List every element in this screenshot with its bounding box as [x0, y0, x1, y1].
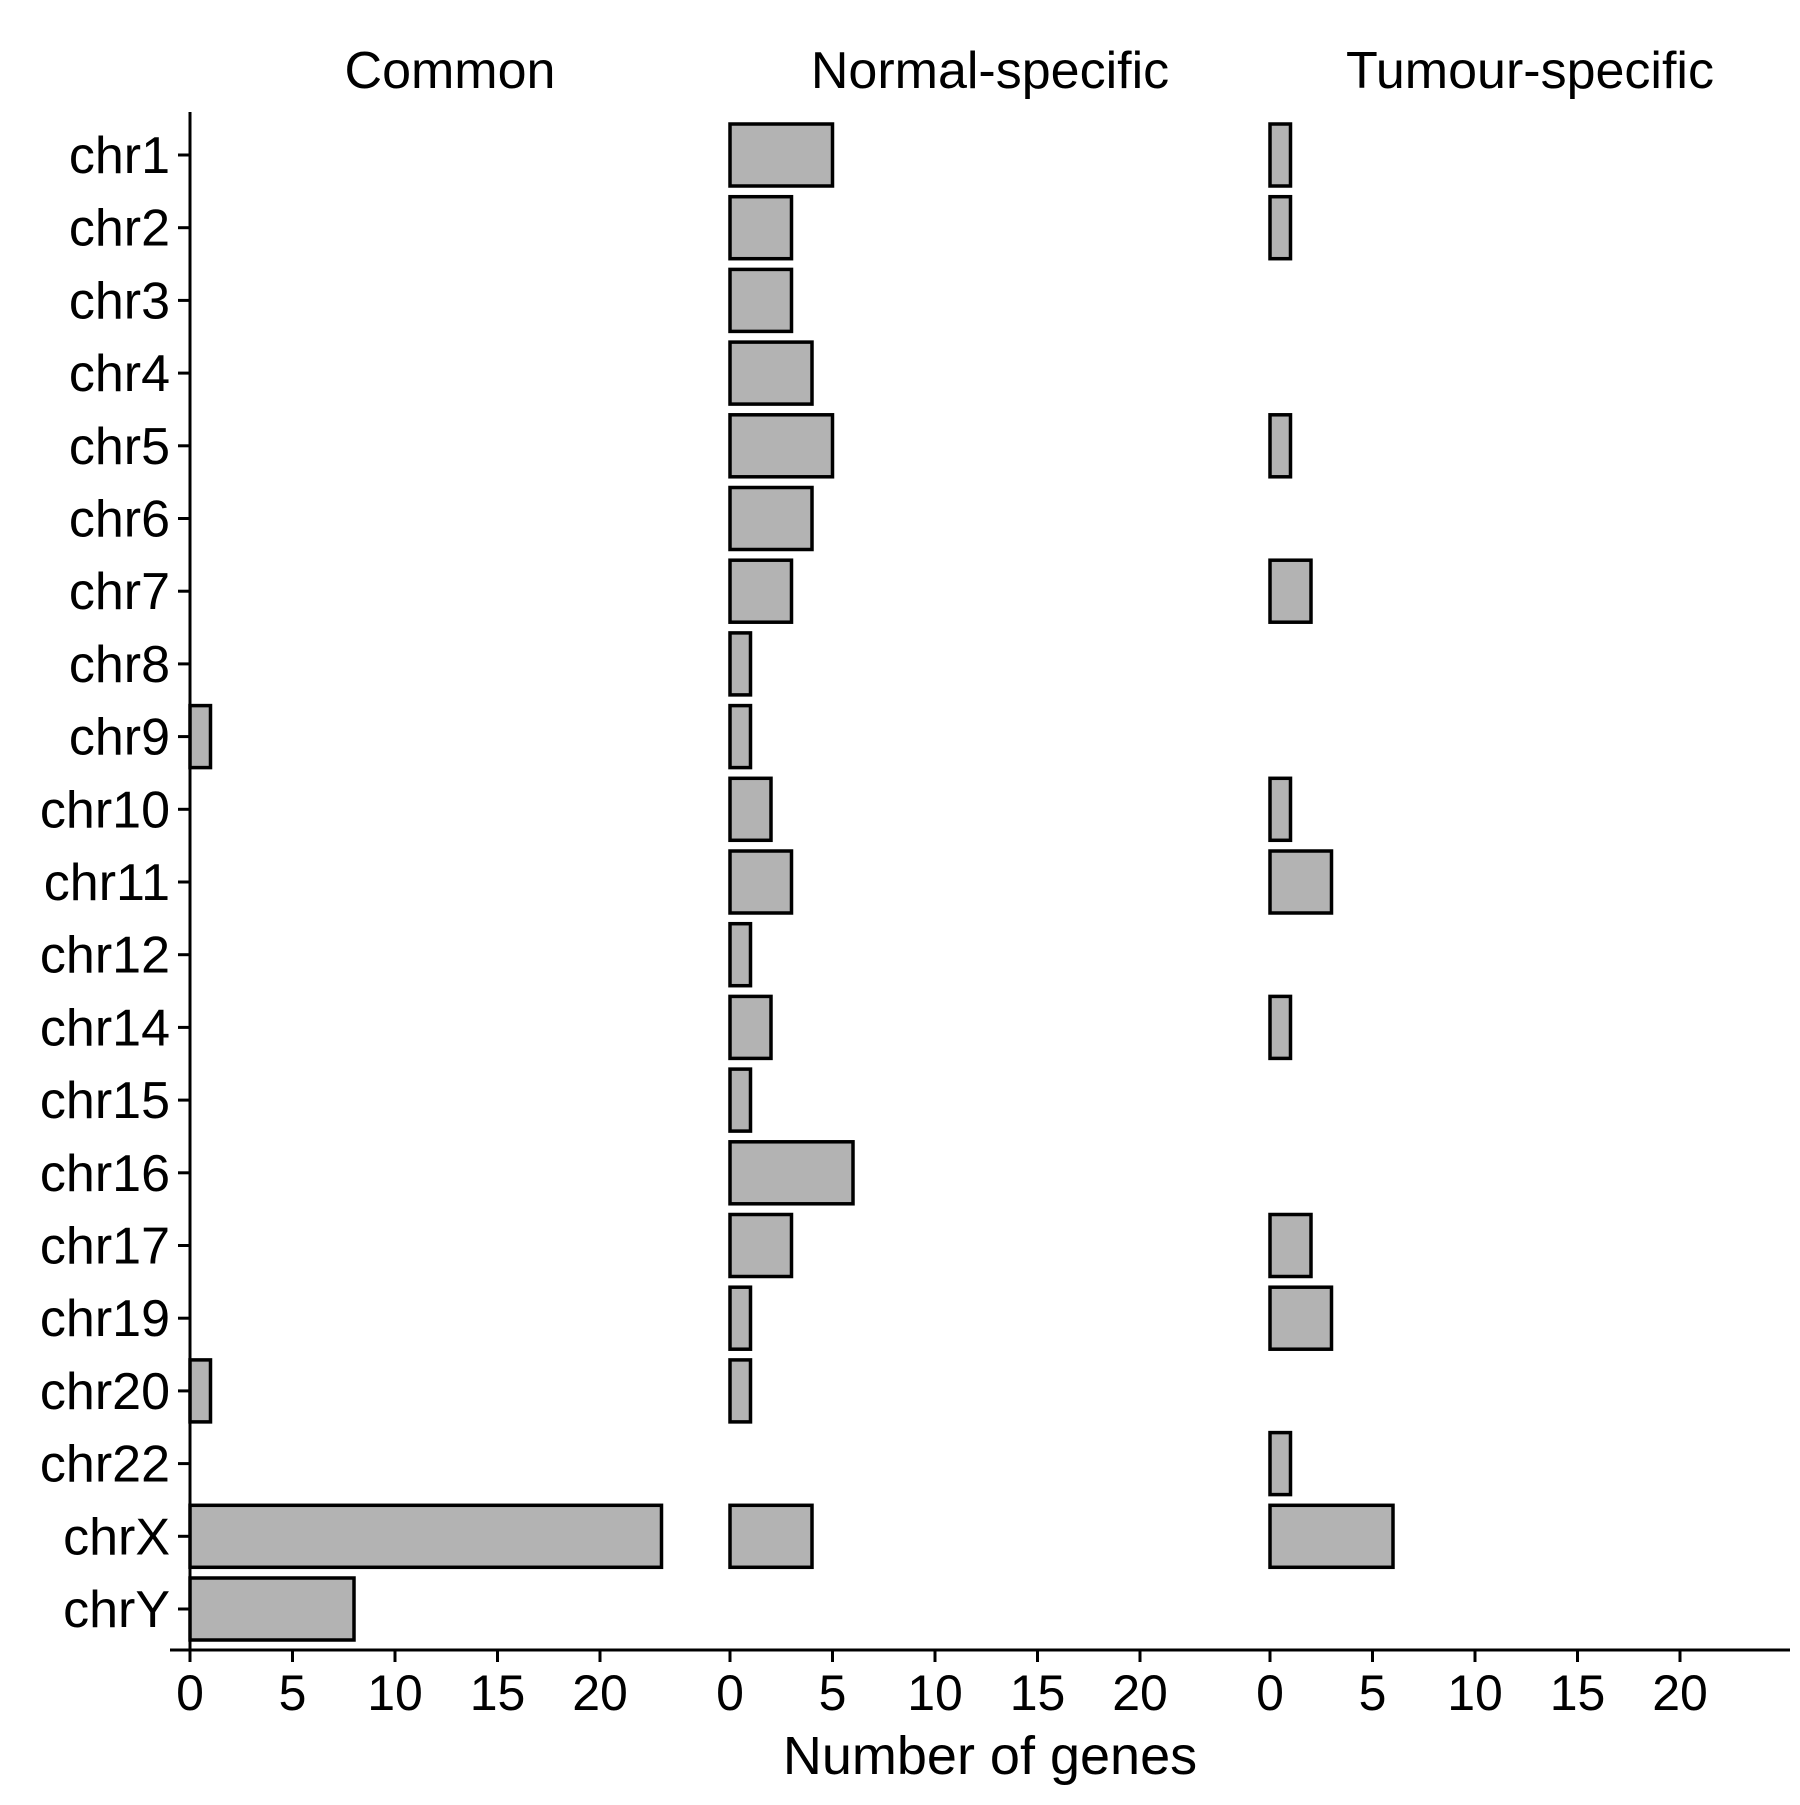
category-label: chr14 — [40, 999, 170, 1057]
bar — [728, 1140, 855, 1206]
category-label: chr5 — [69, 418, 170, 476]
bar — [728, 558, 794, 624]
bar — [1268, 1285, 1334, 1351]
bar — [188, 703, 213, 770]
category-label: chr12 — [40, 927, 170, 985]
x-tick-label: 5 — [279, 1665, 307, 1721]
category-label: chr11 — [44, 854, 170, 912]
category-label: chr6 — [69, 491, 170, 549]
category-label: chr8 — [69, 636, 170, 694]
bar — [1268, 1503, 1395, 1570]
category-label: chr16 — [40, 1145, 170, 1203]
bar — [1268, 994, 1293, 1061]
bar — [728, 703, 753, 770]
x-tick-label: 5 — [1359, 1665, 1387, 1721]
bar — [728, 1285, 753, 1351]
bar — [1268, 849, 1334, 915]
bar — [1268, 1430, 1293, 1497]
x-tick-label: 0 — [1256, 1665, 1284, 1721]
bar — [728, 485, 814, 552]
category-label: chr1 — [69, 127, 170, 185]
bar — [728, 994, 773, 1061]
category-label: chr17 — [40, 1218, 170, 1276]
x-tick-label: 10 — [1447, 1665, 1503, 1721]
bar — [188, 1503, 664, 1570]
x-axis-title: Number of genes — [783, 1726, 1197, 1786]
bar — [728, 849, 794, 915]
category-label: chr15 — [40, 1072, 170, 1130]
category-label: chrY — [63, 1581, 170, 1639]
bar — [728, 413, 835, 479]
x-tick-label: 20 — [1652, 1665, 1708, 1721]
x-tick-label: 10 — [907, 1665, 963, 1721]
category-label: chr20 — [40, 1363, 170, 1421]
facet-panel: 0 5 10 15 20 — [1250, 122, 1790, 1721]
category-label: chr3 — [69, 272, 170, 330]
x-tick-label: 15 — [470, 1665, 526, 1721]
bar — [728, 1067, 753, 1133]
bar — [1268, 122, 1293, 188]
bar — [1268, 776, 1293, 843]
category-label: chr9 — [69, 709, 170, 767]
bar — [728, 267, 794, 334]
category-label: chr22 — [40, 1436, 170, 1494]
bar — [728, 1358, 753, 1424]
x-tick-label: 5 — [819, 1665, 847, 1721]
category-label: chr4 — [69, 345, 170, 403]
x-tick-label: 0 — [716, 1665, 744, 1721]
category-label: chr19 — [40, 1290, 170, 1348]
facet-panel: 0 5 10 15 20 — [170, 703, 710, 1721]
bar — [1268, 558, 1313, 624]
x-tick-label: 20 — [1112, 1665, 1168, 1721]
bar — [728, 122, 835, 188]
bar — [728, 1503, 814, 1570]
bar — [1268, 413, 1293, 479]
category-label: chr2 — [69, 200, 170, 258]
bar — [728, 340, 814, 406]
facet-title: Normal-specific — [811, 42, 1169, 100]
facet-title: Common — [345, 42, 556, 100]
bar — [728, 631, 753, 697]
y-axis: chr1 chr2 chr3 chr4 chr5 chr6 chr7 chr8 chr9 chr1… — [40, 112, 192, 1650]
x-tick-label: 10 — [367, 1665, 423, 1721]
facet-titles: Common Normal-specific Tumour-specific — [345, 42, 1714, 100]
bar — [188, 1576, 356, 1642]
category-label: chr10 — [40, 781, 170, 839]
bar — [728, 921, 753, 988]
bar — [728, 1212, 794, 1279]
x-tick-label: 15 — [1550, 1665, 1606, 1721]
bar — [728, 776, 773, 843]
x-tick-label: 15 — [1010, 1665, 1066, 1721]
bar — [1268, 194, 1293, 261]
facet-panels: 0 5 10 15 20 0 5 10 15 20 0 5 10 15 20 — [170, 122, 1790, 1721]
category-label: chrX — [63, 1508, 170, 1566]
x-tick-label: 20 — [572, 1665, 628, 1721]
bar — [188, 1358, 213, 1424]
bar — [728, 194, 794, 261]
facet-title: Tumour-specific — [1346, 42, 1714, 100]
facet-panel: 0 5 10 15 20 — [710, 122, 1250, 1721]
bar — [1268, 1212, 1313, 1279]
x-tick-label: 0 — [176, 1665, 204, 1721]
category-label: chr7 — [69, 563, 170, 621]
